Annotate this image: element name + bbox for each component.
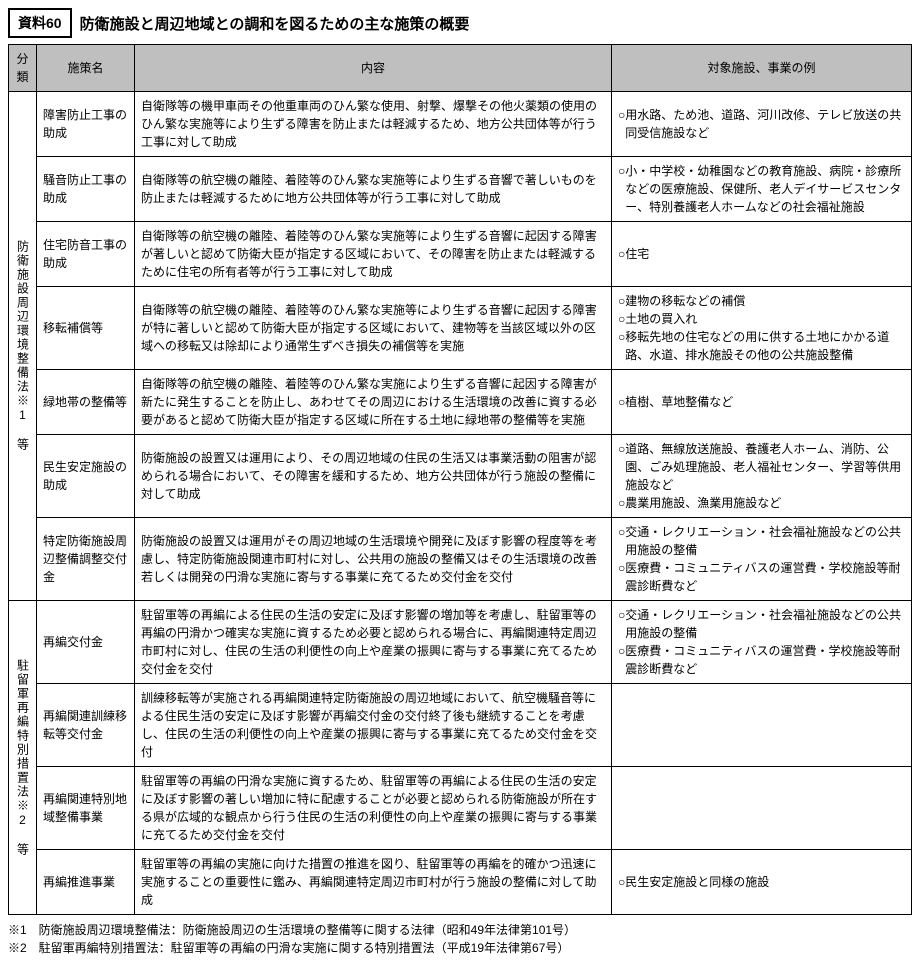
policy-examples: ○民生安定施設と同様の施設 bbox=[612, 850, 912, 915]
document-badge: 資料60 bbox=[8, 8, 72, 38]
policy-description: 駐留軍等の再編による住民の生活の安定に及ぼす影響の増加等を考慮し、駐留軍等の再編… bbox=[135, 601, 612, 684]
table-row: 再編関連訓練移転等交付金訓練移転等が実施される再編関連特定防衛施設の周辺地域にお… bbox=[9, 684, 912, 767]
policy-description: 自衛隊等の機甲車両その他重車両のひん繁な使用、射撃、爆撃その他火薬類の使用のひん… bbox=[135, 92, 612, 157]
policy-name: 再編推進事業 bbox=[37, 850, 135, 915]
header-description: 内容 bbox=[135, 45, 612, 92]
policy-examples: ○用水路、ため池、道路、河川改修、テレビ放送の共同受信施設など bbox=[612, 92, 912, 157]
example-item: ○道路、無線放送施設、養護老人ホーム、消防、公園、ごみ処理施設、老人福祉センター… bbox=[618, 440, 905, 494]
policy-description: 駐留軍等の再編の円滑な実施に資するため、駐留軍等の再編による住民の生活の安定に及… bbox=[135, 767, 612, 850]
header-category: 分類 bbox=[9, 45, 37, 92]
example-item: ○交通・レクリエーション・社会福祉施設などの公共用施設の整備 bbox=[618, 523, 905, 559]
policy-description: 訓練移転等が実施される再編関連特定防衛施設の周辺地域において、航空機騒音等による… bbox=[135, 684, 612, 767]
policy-description: 防衛施設の設置又は運用がその周辺地域の生活環境や開発に及ぼす影響の程度等を考慮し… bbox=[135, 518, 612, 601]
policy-examples: ○住宅 bbox=[612, 222, 912, 287]
table-row: 移転補償等自衛隊等の航空機の離陸、着陸等のひん繁な実施等により生ずる音響に起因す… bbox=[9, 287, 912, 370]
example-item: ○土地の買入れ bbox=[618, 310, 905, 328]
category-2: 駐留軍再編特別措置法※2 等 bbox=[9, 601, 37, 915]
example-item: ○小・中学校・幼稚園などの教育施設、病院・診療所などの医療施設、保健所、老人デイ… bbox=[618, 162, 905, 216]
example-item: ○建物の移転などの補償 bbox=[618, 292, 905, 310]
table-row: 騒音防止工事の助成自衛隊等の航空機の離陸、着陸等のひん繁な実施等により生ずる音響… bbox=[9, 157, 912, 222]
example-item: ○交通・レクリエーション・社会福祉施設などの公共用施設の整備 bbox=[618, 606, 905, 642]
policy-examples: ○植樹、草地整備など bbox=[612, 370, 912, 435]
policy-name: 移転補償等 bbox=[37, 287, 135, 370]
example-item: ○植樹、草地整備など bbox=[618, 393, 905, 411]
policy-examples bbox=[612, 767, 912, 850]
policy-name: 障害防止工事の助成 bbox=[37, 92, 135, 157]
category-1: 防衛施設周辺環境整備法※1 等 bbox=[9, 92, 37, 601]
title-row: 資料60 防衛施設と周辺地域との調和を図るための主な施策の概要 bbox=[8, 8, 912, 38]
table-row: 防衛施設周辺環境整備法※1 等障害防止工事の助成自衛隊等の機甲車両その他重車両の… bbox=[9, 92, 912, 157]
table-row: 再編推進事業駐留軍等の再編の実施に向けた措置の推進を図り、駐留軍等の再編を的確か… bbox=[9, 850, 912, 915]
example-item: ○医療費・コミュニティバスの運営費・学校施設等耐震診断費など bbox=[618, 559, 905, 595]
footnote-2: ※2 駐留軍再編特別措置法：駐留軍等の再編の円滑な実施に関する特別措置法（平成1… bbox=[8, 939, 912, 957]
policy-name: 特定防衛施設周辺整備調整交付金 bbox=[37, 518, 135, 601]
header-name: 施策名 bbox=[37, 45, 135, 92]
example-item: ○用水路、ため池、道路、河川改修、テレビ放送の共同受信施設など bbox=[618, 106, 905, 142]
table-row: 民生安定施設の助成防衛施設の設置又は運用により、その周辺地域の住民の生活又は事業… bbox=[9, 435, 912, 518]
policy-name: 住宅防音工事の助成 bbox=[37, 222, 135, 287]
policy-name: 民生安定施設の助成 bbox=[37, 435, 135, 518]
table-row: 再編関連特別地域整備事業駐留軍等の再編の円滑な実施に資するため、駐留軍等の再編に… bbox=[9, 767, 912, 850]
policy-examples: ○小・中学校・幼稚園などの教育施設、病院・診療所などの医療施設、保健所、老人デイ… bbox=[612, 157, 912, 222]
policy-name: 再編関連訓練移転等交付金 bbox=[37, 684, 135, 767]
example-item: ○農業用施設、漁業用施設など bbox=[618, 494, 905, 512]
policy-examples: ○建物の移転などの補償○土地の買入れ○移転先地の住宅などの用に供する土地にかかる… bbox=[612, 287, 912, 370]
footnote-1: ※1 防衛施設周辺環境整備法：防衛施設周辺の生活環境の整備等に関する法律（昭和4… bbox=[8, 921, 912, 939]
table-row: 駐留軍再編特別措置法※2 等再編交付金駐留軍等の再編による住民の生活の安定に及ぼ… bbox=[9, 601, 912, 684]
policy-description: 防衛施設の設置又は運用により、その周辺地域の住民の生活又は事業活動の阻害が認めら… bbox=[135, 435, 612, 518]
document-title: 防衛施設と周辺地域との調和を図るための主な施策の概要 bbox=[80, 13, 470, 34]
example-item: ○移転先地の住宅などの用に供する土地にかかる道路、水道、排水施設その他の公共施設… bbox=[618, 328, 905, 364]
policy-examples bbox=[612, 684, 912, 767]
policy-description: 駐留軍等の再編の実施に向けた措置の推進を図り、駐留軍等の再編を的確かつ迅速に実施… bbox=[135, 850, 612, 915]
policy-table: 分類 施策名 内容 対象施設、事業の例 防衛施設周辺環境整備法※1 等障害防止工… bbox=[8, 44, 912, 915]
policy-name: 緑地帯の整備等 bbox=[37, 370, 135, 435]
footnotes: ※1 防衛施設周辺環境整備法：防衛施設周辺の生活環境の整備等に関する法律（昭和4… bbox=[8, 921, 912, 957]
table-row: 緑地帯の整備等自衛隊等の航空機の離陸、着陸等のひん繁な実施により生ずる音響に起因… bbox=[9, 370, 912, 435]
policy-examples: ○交通・レクリエーション・社会福祉施設などの公共用施設の整備○医療費・コミュニテ… bbox=[612, 518, 912, 601]
header-examples: 対象施設、事業の例 bbox=[612, 45, 912, 92]
table-row: 特定防衛施設周辺整備調整交付金防衛施設の設置又は運用がその周辺地域の生活環境や開… bbox=[9, 518, 912, 601]
header-row: 分類 施策名 内容 対象施設、事業の例 bbox=[9, 45, 912, 92]
policy-description: 自衛隊等の航空機の離陸、着陸等のひん繁な実施により生ずる音響に起因する障害が新た… bbox=[135, 370, 612, 435]
policy-description: 自衛隊等の航空機の離陸、着陸等のひん繁な実施等により生ずる音響に起因する障害が特… bbox=[135, 287, 612, 370]
policy-examples: ○交通・レクリエーション・社会福祉施設などの公共用施設の整備○医療費・コミュニテ… bbox=[612, 601, 912, 684]
policy-name: 再編交付金 bbox=[37, 601, 135, 684]
example-item: ○医療費・コミュニティバスの運営費・学校施設等耐震診断費など bbox=[618, 642, 905, 678]
example-item: ○民生安定施設と同様の施設 bbox=[618, 873, 905, 891]
policy-examples: ○道路、無線放送施設、養護老人ホーム、消防、公園、ごみ処理施設、老人福祉センター… bbox=[612, 435, 912, 518]
policy-description: 自衛隊等の航空機の離陸、着陸等のひん繁な実施等により生ずる音響に起因する障害が著… bbox=[135, 222, 612, 287]
policy-name: 再編関連特別地域整備事業 bbox=[37, 767, 135, 850]
table-row: 住宅防音工事の助成自衛隊等の航空機の離陸、着陸等のひん繁な実施等により生ずる音響… bbox=[9, 222, 912, 287]
example-item: ○住宅 bbox=[618, 245, 905, 263]
policy-name: 騒音防止工事の助成 bbox=[37, 157, 135, 222]
policy-description: 自衛隊等の航空機の離陸、着陸等のひん繁な実施等により生ずる音響で著しいものを防止… bbox=[135, 157, 612, 222]
